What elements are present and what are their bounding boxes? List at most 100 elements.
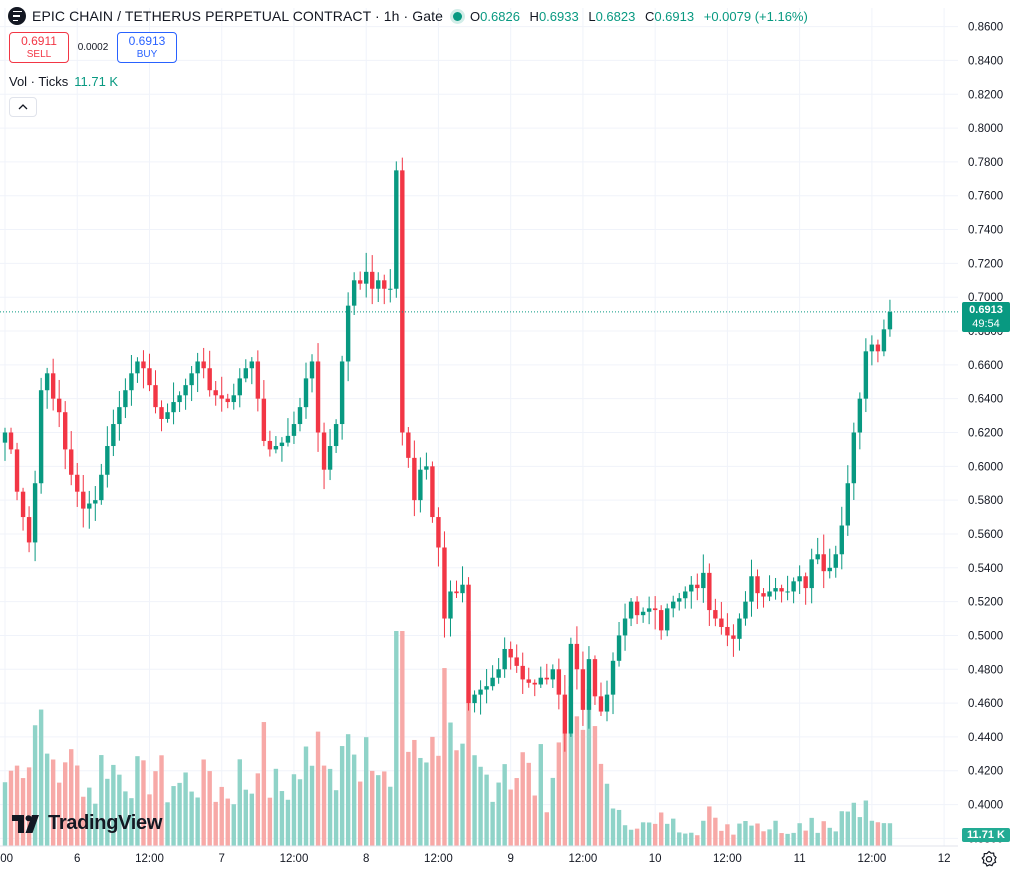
volume-bar [538, 744, 543, 846]
ohlc-values: O0.6826 H0.6933 L0.6823 C0.6913 +0.0079 … [470, 9, 814, 24]
volume-bar [291, 774, 297, 846]
candle-down [26, 517, 32, 543]
candle-up [291, 424, 297, 436]
volume-legend[interactable]: Vol · Ticks 11.71 K [9, 74, 118, 89]
volume-bar [177, 782, 182, 846]
price-tick-label: 0.7000 [968, 292, 1003, 304]
gear-icon[interactable] [980, 850, 998, 868]
symbol-legend: EPIC CHAIN / TETHERUS PERPETUAL CONTRACT… [8, 6, 814, 26]
candle-down [69, 449, 74, 475]
candle-up [460, 584, 465, 594]
time-tick-label: 8 [363, 853, 369, 865]
candle-up [243, 368, 248, 379]
volume-bar [695, 835, 700, 846]
candle-down [153, 385, 158, 408]
candle-up [376, 280, 381, 289]
volume-bar [87, 787, 92, 846]
time-axis[interactable]: :00 6 12:00 7 12:00 8 12:00 9 12:00 10 12:00 11 12:0… [0, 845, 958, 865]
volume-bar [105, 778, 110, 846]
candle-down [20, 491, 26, 518]
candle-up [99, 474, 104, 501]
candle-down [652, 608, 658, 611]
time-tick-label: 12:00 [424, 853, 453, 865]
price-tick-label: 0.5200 [968, 597, 1003, 609]
candlestick-series [2, 157, 893, 752]
price-axis[interactable]: 0.8600 0.8400 0.8200 0.8000 0.7800 0.7600 0.74… [968, 22, 1003, 846]
volume-bar [454, 750, 459, 846]
volume-bar [646, 822, 652, 846]
last-price-value: 0.6913 [969, 304, 1003, 316]
candle-up [87, 503, 92, 509]
volume-bar [556, 742, 562, 846]
candle-up [538, 677, 543, 685]
symbol-title[interactable]: EPIC CHAIN / TETHERUS PERPETUAL CONTRACT… [32, 8, 444, 24]
symbol-menu-icon[interactable] [8, 7, 26, 25]
volume-bar [520, 752, 525, 846]
volume-bar [38, 709, 44, 846]
time-tick-label: 10 [649, 853, 662, 865]
volume-bar [869, 820, 875, 846]
candle-down [81, 491, 86, 509]
candle-up [604, 694, 610, 712]
ohlc-low-value: 0.6823 [595, 8, 636, 24]
candle-up [869, 344, 875, 352]
volume-bar [243, 789, 248, 846]
volume-bar [616, 809, 622, 846]
price-tick-label: 0.8000 [968, 123, 1003, 135]
volume-bar [297, 779, 303, 846]
volume-bar [773, 820, 778, 846]
market-status-icon[interactable] [453, 11, 463, 21]
candle-up [279, 442, 285, 447]
volume-bar [50, 759, 56, 846]
candle-up [32, 483, 38, 543]
candle-down [719, 618, 724, 627]
volume-bar [839, 811, 844, 846]
candle-up [857, 398, 863, 433]
volume-bar [129, 798, 134, 846]
ohlc-high-value: 0.6933 [538, 8, 579, 24]
volume-bar [345, 734, 351, 846]
volume-bar [755, 823, 760, 846]
volume-bar [315, 731, 321, 846]
sell-button[interactable]: 0.6911 SELL [9, 32, 69, 63]
candle-up [44, 373, 50, 391]
volume-bar [713, 817, 718, 846]
volume-bar [339, 746, 345, 846]
candle-up [177, 395, 182, 403]
candle-up [394, 170, 399, 289]
volume-bar [671, 818, 676, 846]
candle-up [418, 469, 423, 501]
candle-up [93, 500, 98, 504]
buy-button[interactable]: 0.6913 BUY [117, 32, 177, 63]
candle-up [683, 591, 688, 599]
volume-bar [81, 796, 86, 846]
volume-bar [640, 822, 646, 846]
volume-bar [165, 802, 170, 846]
volume-bar [63, 762, 68, 846]
price-tick-label: 0.8400 [968, 55, 1003, 67]
price-tick-label: 0.7200 [968, 258, 1003, 270]
candle-up [345, 305, 351, 362]
candle-up [327, 446, 333, 470]
volume-bar [779, 833, 784, 846]
candle-down [556, 669, 562, 695]
collapse-legend-button[interactable] [9, 97, 37, 117]
volume-bar [14, 765, 20, 846]
time-tick-label: 12:00 [713, 853, 742, 865]
volume-bar [484, 774, 489, 846]
volume-bar [418, 757, 423, 846]
candle-up [767, 591, 772, 597]
candle-down [436, 517, 441, 548]
candle-down [598, 696, 604, 712]
volume-bar [574, 716, 580, 846]
candle-up [646, 608, 652, 612]
buy-price: 0.6913 [128, 33, 166, 48]
candle-up [815, 554, 820, 560]
volume-bar [153, 771, 158, 846]
tradingview-logo[interactable]: TradingView [12, 812, 162, 835]
volume-bar [803, 830, 808, 846]
volume-bar [171, 786, 176, 846]
volume-bar [689, 832, 694, 846]
candle-up [863, 351, 869, 399]
